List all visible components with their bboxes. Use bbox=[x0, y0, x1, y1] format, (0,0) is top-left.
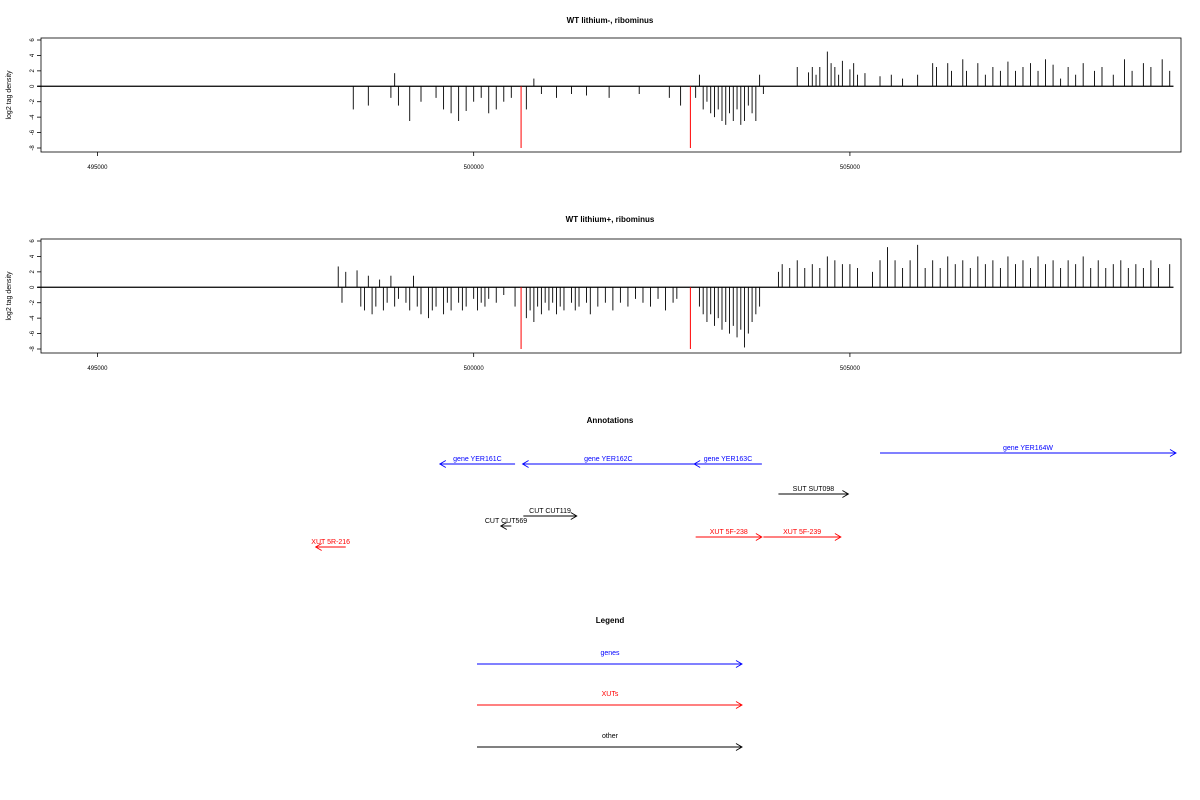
marker-lines bbox=[520, 86, 691, 148]
feature-label: gene YER162C bbox=[584, 456, 633, 463]
feature-arrowhead bbox=[1169, 449, 1177, 457]
annotation-feature: gene YER164W bbox=[880, 445, 1177, 457]
legend-label: other bbox=[602, 733, 619, 740]
feature-label: CUT CUT569 bbox=[485, 518, 527, 525]
y-tick-label: 4 bbox=[30, 254, 36, 258]
y-tick-label: -2 bbox=[30, 98, 36, 104]
annotation-feature: XUT 5R-216 bbox=[311, 539, 350, 551]
y-axis-ticks: 6 4 2 0 -2 -4 -6 -8 bbox=[30, 239, 41, 352]
density-bars bbox=[352, 51, 1171, 125]
density-bars bbox=[337, 244, 1171, 348]
legend-entry: genes bbox=[477, 650, 743, 668]
feature-label: XUT 5F-239 bbox=[783, 529, 821, 536]
legend: Legend genes XUTs other bbox=[477, 616, 743, 751]
annotation-feature: gene YER163C bbox=[693, 456, 762, 468]
panel-title: WT lithium-, ribominus bbox=[567, 16, 654, 25]
annotations-title: Annotations bbox=[587, 416, 634, 425]
feature-label: gene YER161C bbox=[453, 456, 502, 463]
y-tick-label: 6 bbox=[30, 38, 36, 42]
feature-arrowhead bbox=[693, 460, 701, 468]
feature-label: XUT 5R-216 bbox=[311, 539, 350, 546]
y-tick-label: 6 bbox=[30, 239, 36, 243]
density-panel-lithium-minus: WT lithium-, ribominus log2 tag density … bbox=[6, 16, 1182, 171]
y-tick-label: 4 bbox=[30, 53, 36, 57]
legend-label: XUTs bbox=[602, 691, 619, 698]
y-axis-label: log2 tag density bbox=[6, 271, 13, 321]
feature-arrowhead bbox=[521, 460, 529, 468]
feature-label: gene YER164W bbox=[1003, 445, 1053, 452]
feature-label: SUT SUT098 bbox=[793, 486, 835, 493]
x-tick-label: 495000 bbox=[87, 165, 108, 171]
legend-label: genes bbox=[600, 650, 620, 657]
annotations-track: Annotations gene YER161C gene YER162C gene… bbox=[311, 416, 1177, 551]
legend-entry: XUTs bbox=[477, 691, 743, 709]
y-tick-label: -6 bbox=[30, 330, 36, 336]
annotation-features: gene YER161C gene YER162C gene YER163C gene… bbox=[311, 445, 1177, 551]
x-tick-label: 500000 bbox=[464, 366, 485, 372]
annotation-feature: gene YER162C bbox=[521, 456, 695, 468]
marker-lines bbox=[520, 287, 691, 349]
feature-label: XUT 5F-238 bbox=[710, 529, 748, 536]
legend-arrowhead bbox=[735, 701, 743, 709]
y-tick-label: -8 bbox=[30, 145, 36, 151]
feature-arrowhead bbox=[755, 533, 763, 541]
x-axis-ticks: 495000 500000 505000 bbox=[87, 353, 861, 372]
y-tick-label: 0 bbox=[30, 285, 36, 289]
x-axis-ticks: 495000 500000 505000 bbox=[87, 152, 861, 171]
annotation-feature: XUT 5F-238 bbox=[695, 529, 763, 541]
feature-label: CUT CUT119 bbox=[529, 508, 571, 515]
y-axis-ticks: 6 4 2 0 -2 -4 -6 -8 bbox=[30, 38, 41, 151]
feature-arrowhead bbox=[570, 512, 578, 520]
panel-title: WT lithium+, ribominus bbox=[566, 215, 655, 224]
legend-title: Legend bbox=[596, 616, 625, 625]
legend-arrowhead bbox=[735, 660, 743, 668]
feature-arrowhead bbox=[499, 522, 507, 530]
y-axis-label: log2 tag density bbox=[6, 70, 13, 120]
annotation-feature: gene YER161C bbox=[438, 456, 516, 468]
feature-arrowhead bbox=[438, 460, 447, 468]
legend-entry: other bbox=[477, 733, 743, 751]
annotation-feature: SUT SUT098 bbox=[778, 486, 850, 498]
plot-frame bbox=[40, 37, 1182, 153]
annotation-feature: CUT CUT569 bbox=[485, 518, 527, 530]
x-tick-label: 495000 bbox=[87, 366, 108, 372]
x-tick-label: 505000 bbox=[840, 165, 861, 171]
feature-label: gene YER163C bbox=[704, 456, 753, 463]
annotation-feature: XUT 5F-239 bbox=[763, 529, 842, 541]
legend-arrowhead bbox=[735, 743, 743, 751]
y-tick-label: -6 bbox=[30, 129, 36, 135]
plot-frame bbox=[40, 238, 1182, 354]
y-tick-label: 2 bbox=[30, 270, 36, 274]
y-tick-label: -2 bbox=[30, 299, 36, 305]
y-tick-label: 0 bbox=[30, 84, 36, 88]
y-tick-label: -8 bbox=[30, 346, 36, 352]
feature-arrowhead bbox=[834, 533, 842, 541]
density-panel-lithium-plus: WT lithium+, ribominus log2 tag density … bbox=[6, 215, 1182, 372]
x-tick-label: 500000 bbox=[464, 165, 485, 171]
feature-arrowhead bbox=[842, 490, 850, 498]
y-tick-label: -4 bbox=[30, 315, 36, 321]
y-tick-label: -4 bbox=[30, 114, 36, 120]
feature-arrowhead bbox=[314, 543, 322, 551]
y-tick-label: 2 bbox=[30, 69, 36, 73]
legend-entries: genes XUTs other bbox=[477, 650, 743, 751]
x-tick-label: 505000 bbox=[840, 366, 861, 372]
annotation-feature: CUT CUT119 bbox=[523, 508, 578, 520]
